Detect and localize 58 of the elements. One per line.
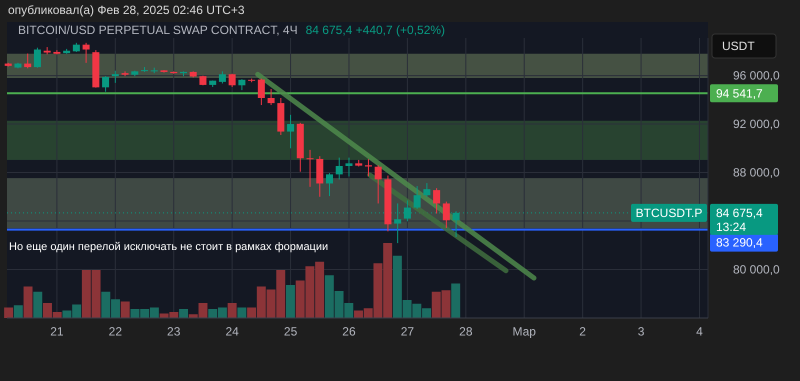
candlestick [414, 186, 421, 210]
text: 13:24 [716, 220, 746, 234]
candlestick [199, 75, 206, 86]
x-tick-label: 23 [167, 324, 181, 339]
x-tick-label: Мар [512, 324, 536, 339]
bar [4, 308, 14, 318]
x-tick-label: 21 [50, 324, 64, 339]
candlestick [102, 76, 110, 92]
annotation: Но еще один перелой исключать не стоит в рамках формации [9, 241, 328, 253]
candlestick [228, 73, 236, 88]
ref-line-label: BTCUSDT.P [636, 206, 702, 220]
bar [228, 303, 237, 318]
bar [24, 286, 33, 318]
ref-line-label: 94 541,7 [716, 86, 764, 100]
y-tick-label: 96 000,0 [733, 68, 780, 82]
ref-line-label: 83 290,4 [716, 236, 764, 250]
candlestick [238, 78, 246, 91]
chart-subtitle: опубликовал(а) Фев 28, 2025 02:46 UTC+3 [8, 3, 245, 17]
candlestick [72, 42, 80, 52]
bar [237, 308, 246, 318]
candlestick [34, 47, 41, 68]
bar [179, 309, 188, 318]
bar [451, 284, 460, 318]
y-tick-label: 92 000,0 [733, 116, 780, 131]
y-tick-label: 80 000,0 [733, 262, 780, 276]
candlestick [423, 182, 430, 198]
x-tick-label: 26 [342, 324, 356, 339]
text: 84 675,4 [716, 206, 764, 220]
candlestick [306, 149, 314, 188]
candlestick [268, 88, 275, 106]
text: 84 675,4 +440,7 (+0,52%) [306, 23, 446, 37]
candlestick [287, 114, 294, 149]
candlestick [112, 70, 119, 84]
candlestick [258, 78, 265, 106]
candlestick [345, 157, 352, 177]
x-tick-label: 25 [284, 324, 298, 339]
chart-title: BITCOIN/USD PERPETUAL SWAP CONTRACT, 4Ч [18, 23, 298, 37]
candlestick [218, 70, 226, 84]
x-tick-label: 24 [225, 324, 240, 339]
candlestick [82, 42, 90, 64]
x-tick-label: 22 [108, 324, 122, 339]
candlestick [374, 164, 382, 204]
candlestick [336, 157, 343, 180]
x-tick-label: 3 [638, 324, 645, 339]
candlestick [433, 188, 440, 214]
bar [14, 305, 23, 318]
candlestick [24, 53, 32, 69]
y-tick-label: 88 000,0 [733, 165, 780, 180]
x-tick-label: 4 [696, 324, 704, 339]
bar [286, 285, 295, 318]
bar [33, 292, 42, 318]
candlestick [442, 201, 450, 228]
x-tick-label: 28 [459, 324, 473, 339]
x-tick-label: 2 [579, 324, 586, 339]
x-tick-label: 27 [400, 324, 414, 339]
candlestick [326, 172, 334, 197]
y-axis-title: USDT [722, 39, 756, 53]
bar [120, 302, 130, 318]
